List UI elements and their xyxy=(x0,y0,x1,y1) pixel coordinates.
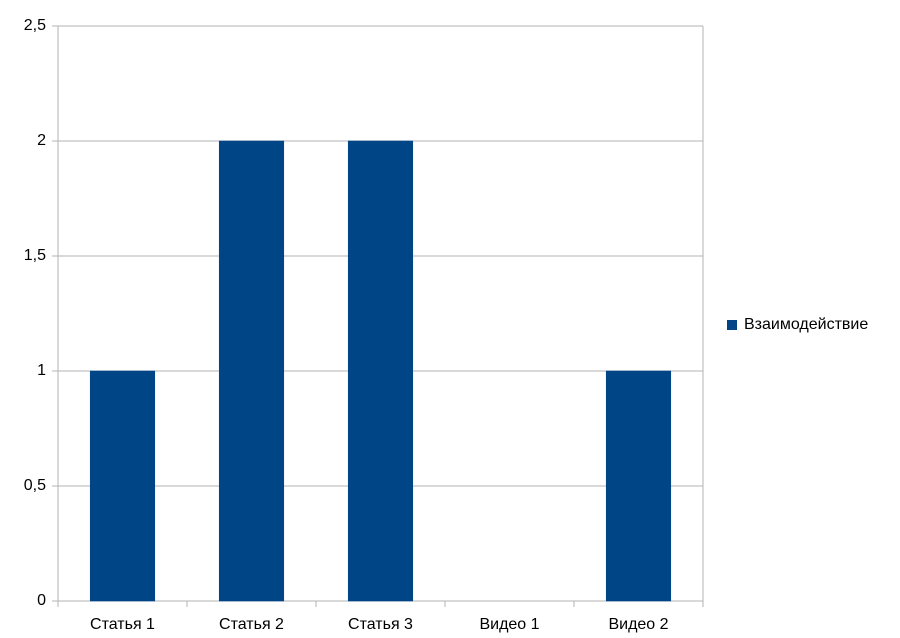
bar xyxy=(605,370,672,602)
legend-label: Взаимодействие xyxy=(744,316,868,333)
y-tick-label: 1,5 xyxy=(24,247,46,264)
x-tick-label: Статья 1 xyxy=(90,616,155,633)
x-tick-label: Видео 2 xyxy=(608,616,668,633)
y-tick-label: 0 xyxy=(37,592,46,609)
legend-swatch xyxy=(727,320,737,330)
y-tick-label: 2,5 xyxy=(24,17,46,34)
y-tick-label: 0,5 xyxy=(24,477,46,494)
bar xyxy=(218,140,285,602)
y-tick-label: 2 xyxy=(37,132,46,149)
bar xyxy=(89,370,156,602)
bar xyxy=(347,140,414,602)
x-tick-label: Видео 1 xyxy=(479,616,539,633)
x-tick-label: Статья 2 xyxy=(219,616,284,633)
x-tick-label: Статья 3 xyxy=(348,616,413,633)
y-tick-label: 1 xyxy=(37,362,46,379)
